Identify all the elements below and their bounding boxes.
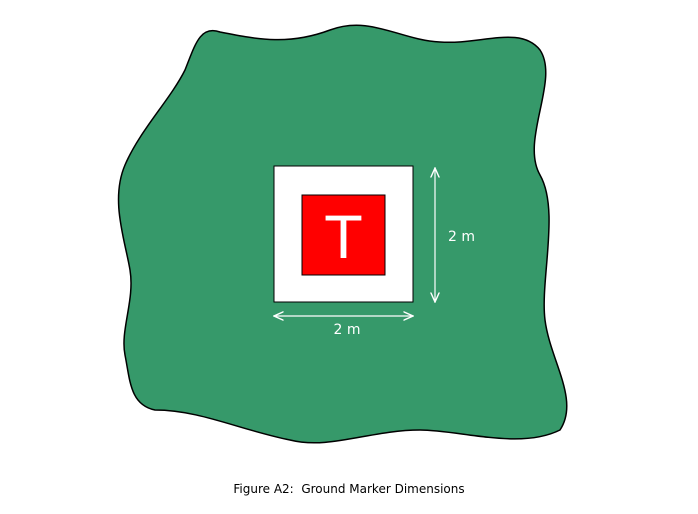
figure-caption: Figure A2: Ground Marker Dimensions	[233, 482, 465, 496]
marker-letter: T	[325, 204, 362, 272]
width-dimension-label: 2 m	[334, 322, 361, 338]
marker-inner-square	[301, 194, 386, 276]
height-dimension-label: 2 m	[448, 229, 475, 245]
